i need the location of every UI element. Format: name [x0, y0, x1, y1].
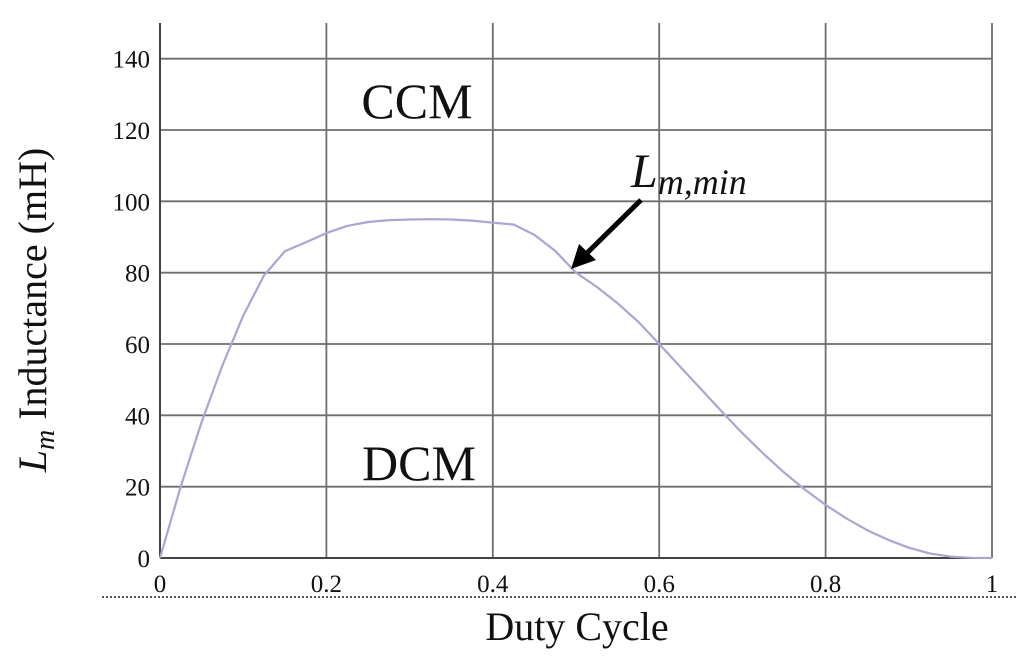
- y-tick-label: 80: [125, 261, 150, 288]
- y-tick-label: 0: [138, 546, 151, 573]
- y-axis-title-rest: Inductance (mH): [10, 148, 55, 430]
- y-axis-title-sub: m: [30, 430, 61, 450]
- y-tick-label: 20: [125, 475, 150, 502]
- x-tick-label: 0.4: [477, 571, 509, 598]
- axes: [102, 23, 1018, 598]
- x-tick-labels: 0 0.2 0.4 0.6 0.8 1: [154, 571, 999, 598]
- x-tick-label: 0.6: [644, 571, 675, 598]
- region-label-dcm: DCM: [362, 435, 476, 491]
- x-axis-title: Duty Cycle: [485, 604, 668, 649]
- y-axis-title-main: L: [10, 450, 55, 473]
- x-tick-label: 1: [986, 571, 999, 598]
- lm-min-main: L: [630, 145, 658, 198]
- y-tick-label: 120: [113, 118, 151, 145]
- region-label-ccm: CCM: [361, 73, 472, 129]
- series-layer: [158, 218, 993, 560]
- series-line: [158, 218, 993, 560]
- y-tick-label: 60: [125, 332, 150, 359]
- lm-min-sub: m,min: [658, 162, 747, 202]
- y-tick-label: 40: [125, 403, 150, 430]
- lm-min-arrow: [571, 198, 643, 269]
- x-tick-label: 0.8: [810, 571, 841, 598]
- y-axis-title: Lm Inductance (mH): [10, 148, 61, 474]
- grid: [160, 23, 993, 558]
- x-tick-label: 0.2: [311, 571, 342, 598]
- x-tick-label: 0: [154, 571, 167, 598]
- lm-min-annotation: Lm,min: [630, 145, 747, 202]
- y-tick-label: 140: [113, 47, 151, 74]
- y-tick-labels: 0 20 40 60 80 100 120 140: [113, 47, 151, 573]
- y-tick-label: 100: [113, 189, 151, 216]
